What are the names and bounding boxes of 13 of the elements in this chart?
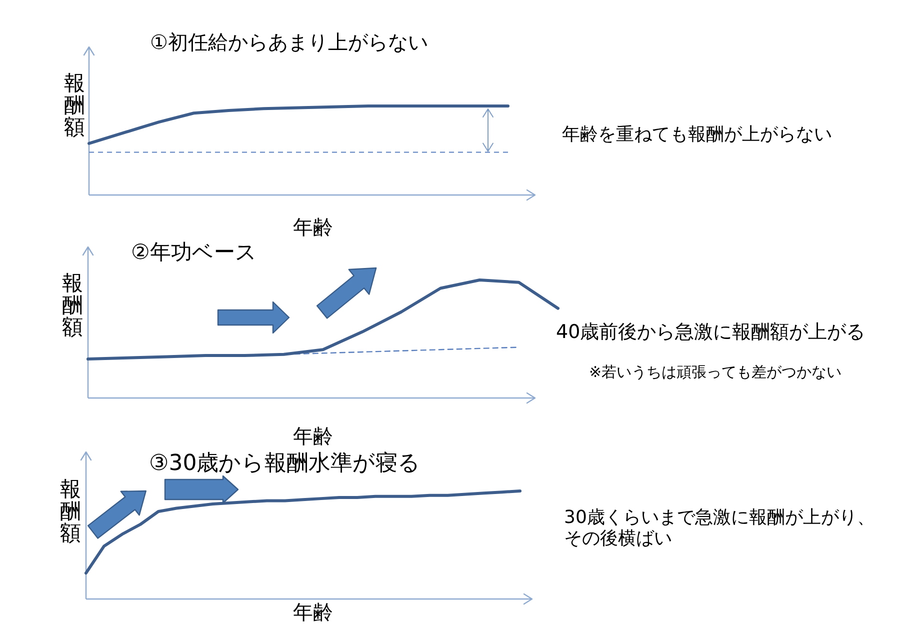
x-axis-title: 年齢: [293, 215, 333, 239]
chart-title: ②年功ベース: [131, 240, 257, 264]
y-axis-title: 報酬額: [60, 477, 81, 546]
annotation: 40歳前後から急激に報酬額が上がる: [556, 321, 866, 344]
chart-title: ①初任給からあまり上がらない: [150, 30, 428, 54]
x-axis-title: 年齢: [293, 424, 333, 448]
chart-title: ③30歳から報酬水準が寝る: [149, 451, 421, 476]
y-axis-title: 報酬額: [64, 71, 85, 140]
y-axis-title: 報酬額: [62, 271, 83, 340]
text: 年齢を重ねても報酬が上がらない: [562, 124, 833, 146]
text: 30歳くらいまで急激に報酬が上がり、その後横ばい: [564, 507, 876, 550]
x-axis-title: 年齢: [293, 600, 333, 624]
text: ※若いうちは頑張っても差がつかない: [589, 363, 843, 382]
